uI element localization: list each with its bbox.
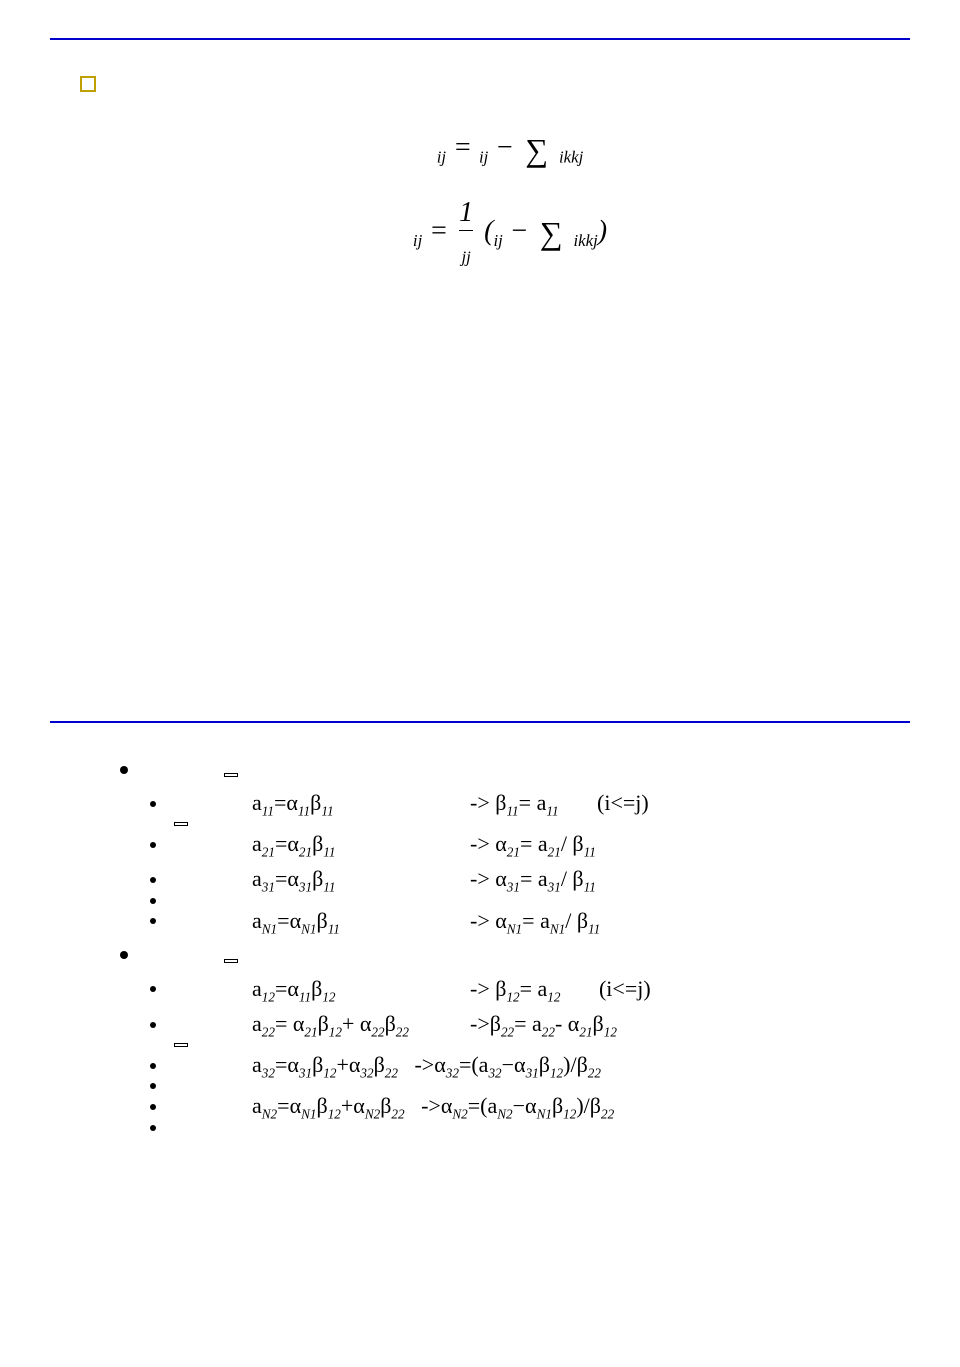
frac-1: 1 jj xyxy=(459,198,473,268)
j1-i3: a31=α31β11 -> α31= a31/ β11 xyxy=(120,862,910,897)
box-igtj-2 xyxy=(174,1043,188,1047)
box-ilej-2 xyxy=(224,959,238,963)
title-2 xyxy=(50,713,910,723)
j1-iN: aN1=αN1β11 -> αN1= aN1/ β11 xyxy=(120,904,910,939)
j2-i2-arrow: ->β22= a22- α21β12 xyxy=(470,1007,617,1042)
j2-i1-arrow: -> β12= a12 (i<=j) xyxy=(470,972,651,1007)
frac-line xyxy=(459,230,473,231)
bullet-icon xyxy=(150,1125,156,1131)
slide-1: ij = ij − ∑ ikkj ij = 1 jj (ij − xyxy=(0,0,960,683)
j1-box-col xyxy=(224,753,434,786)
bullet-icon xyxy=(120,766,128,774)
j2-i3-eq: a32=α31β12+α32β22 ->α32=(a32−α31β12)/β22 xyxy=(252,1048,601,1083)
j2-box-col xyxy=(224,939,434,972)
j1-i2: a21=α21β11 -> α21= a21/ β11 xyxy=(120,827,910,862)
intro-bullet xyxy=(80,70,910,92)
sigma-icon: ∑ xyxy=(525,134,548,166)
j1-row xyxy=(120,753,910,786)
j2-row xyxy=(120,939,910,972)
slide-2: a11=α11β11 -> β11= a11 (i<=j) a21=α21β11… xyxy=(0,683,960,1367)
box-ilej-1 xyxy=(224,773,238,777)
j2-i2-eq: a22= α21β12+ α22β22 xyxy=(252,1007,462,1042)
bullet-icon xyxy=(150,1063,156,1069)
title-1 xyxy=(50,30,910,40)
f1-expr: ij = ij − ∑ ikkj xyxy=(437,132,584,168)
j2-i3: a32=α31β12+α32β22 ->α32=(a32−α31β12)/β22 xyxy=(120,1048,910,1083)
bullet-icon xyxy=(150,918,156,924)
j1-i1-eq: a11=α11β11 xyxy=(252,786,462,821)
sigma2: ∑ xyxy=(540,217,563,249)
bullet-icon xyxy=(150,877,156,883)
bullet-icon xyxy=(150,898,156,904)
bullet-icon xyxy=(150,1022,156,1028)
f2-expr: ij = 1 jj (ij − ∑ ikkj) xyxy=(413,198,607,268)
square-icon xyxy=(80,76,96,92)
j2-iN: aN2=αN1β12+αN2β22 ->αN2=(aN2−αN1β12)/β22 xyxy=(120,1089,910,1124)
j1-i2-arrow: -> α21= a21/ β11 xyxy=(470,827,596,862)
bullet-icon xyxy=(120,951,128,959)
sigma-icon-2: ∑ xyxy=(540,217,563,249)
algorithm-listing: a11=α11β11 -> β11= a11 (i<=j) a21=α21β11… xyxy=(120,753,910,1131)
frac-den: jj xyxy=(461,233,470,267)
j1-i3-eq: a31=α31β11 xyxy=(252,862,462,897)
bullet-icon xyxy=(150,986,156,992)
j1-i1: a11=α11β11 -> β11= a11 (i<=j) xyxy=(120,786,910,821)
bullet-icon xyxy=(150,1104,156,1110)
j1-i1-arrow: -> β11= a11 (i<=j) xyxy=(470,786,649,821)
bullet-icon xyxy=(150,842,156,848)
j2-dots-final xyxy=(120,1125,910,1131)
bullet-icon xyxy=(150,801,156,807)
formula-block: ij = ij − ∑ ikkj ij = 1 jj (ij − xyxy=(50,132,910,267)
j2-iN-eq: aN2=αN1β12+αN2β22 ->αN2=(aN2−αN1β12)/β22 xyxy=(252,1089,614,1124)
j1-i3-arrow: -> α31= a31/ β11 xyxy=(470,862,596,897)
j1-iN-eq: aN1=αN1β11 xyxy=(252,904,462,939)
formula-2: ij = 1 jj (ij − ∑ ikkj) xyxy=(50,198,910,268)
j2-i1: a12=α11β12 -> β12= a12 (i<=j) xyxy=(120,972,910,1007)
j2-i1-eq: a12=α11β12 xyxy=(252,972,462,1007)
frac-num: 1 xyxy=(459,198,473,229)
j1-iN-arrow: -> αN1= aN1/ β11 xyxy=(470,904,600,939)
j1-i2-eq: a21=α21β11 xyxy=(252,827,462,862)
box-igtj-1 xyxy=(174,822,188,826)
j2-i2: a22= α21β12+ α22β22 ->β22= a22- α21β12 xyxy=(120,1007,910,1042)
formula-1: ij = ij − ∑ ikkj xyxy=(50,132,910,168)
sigma1: ∑ xyxy=(525,134,548,166)
